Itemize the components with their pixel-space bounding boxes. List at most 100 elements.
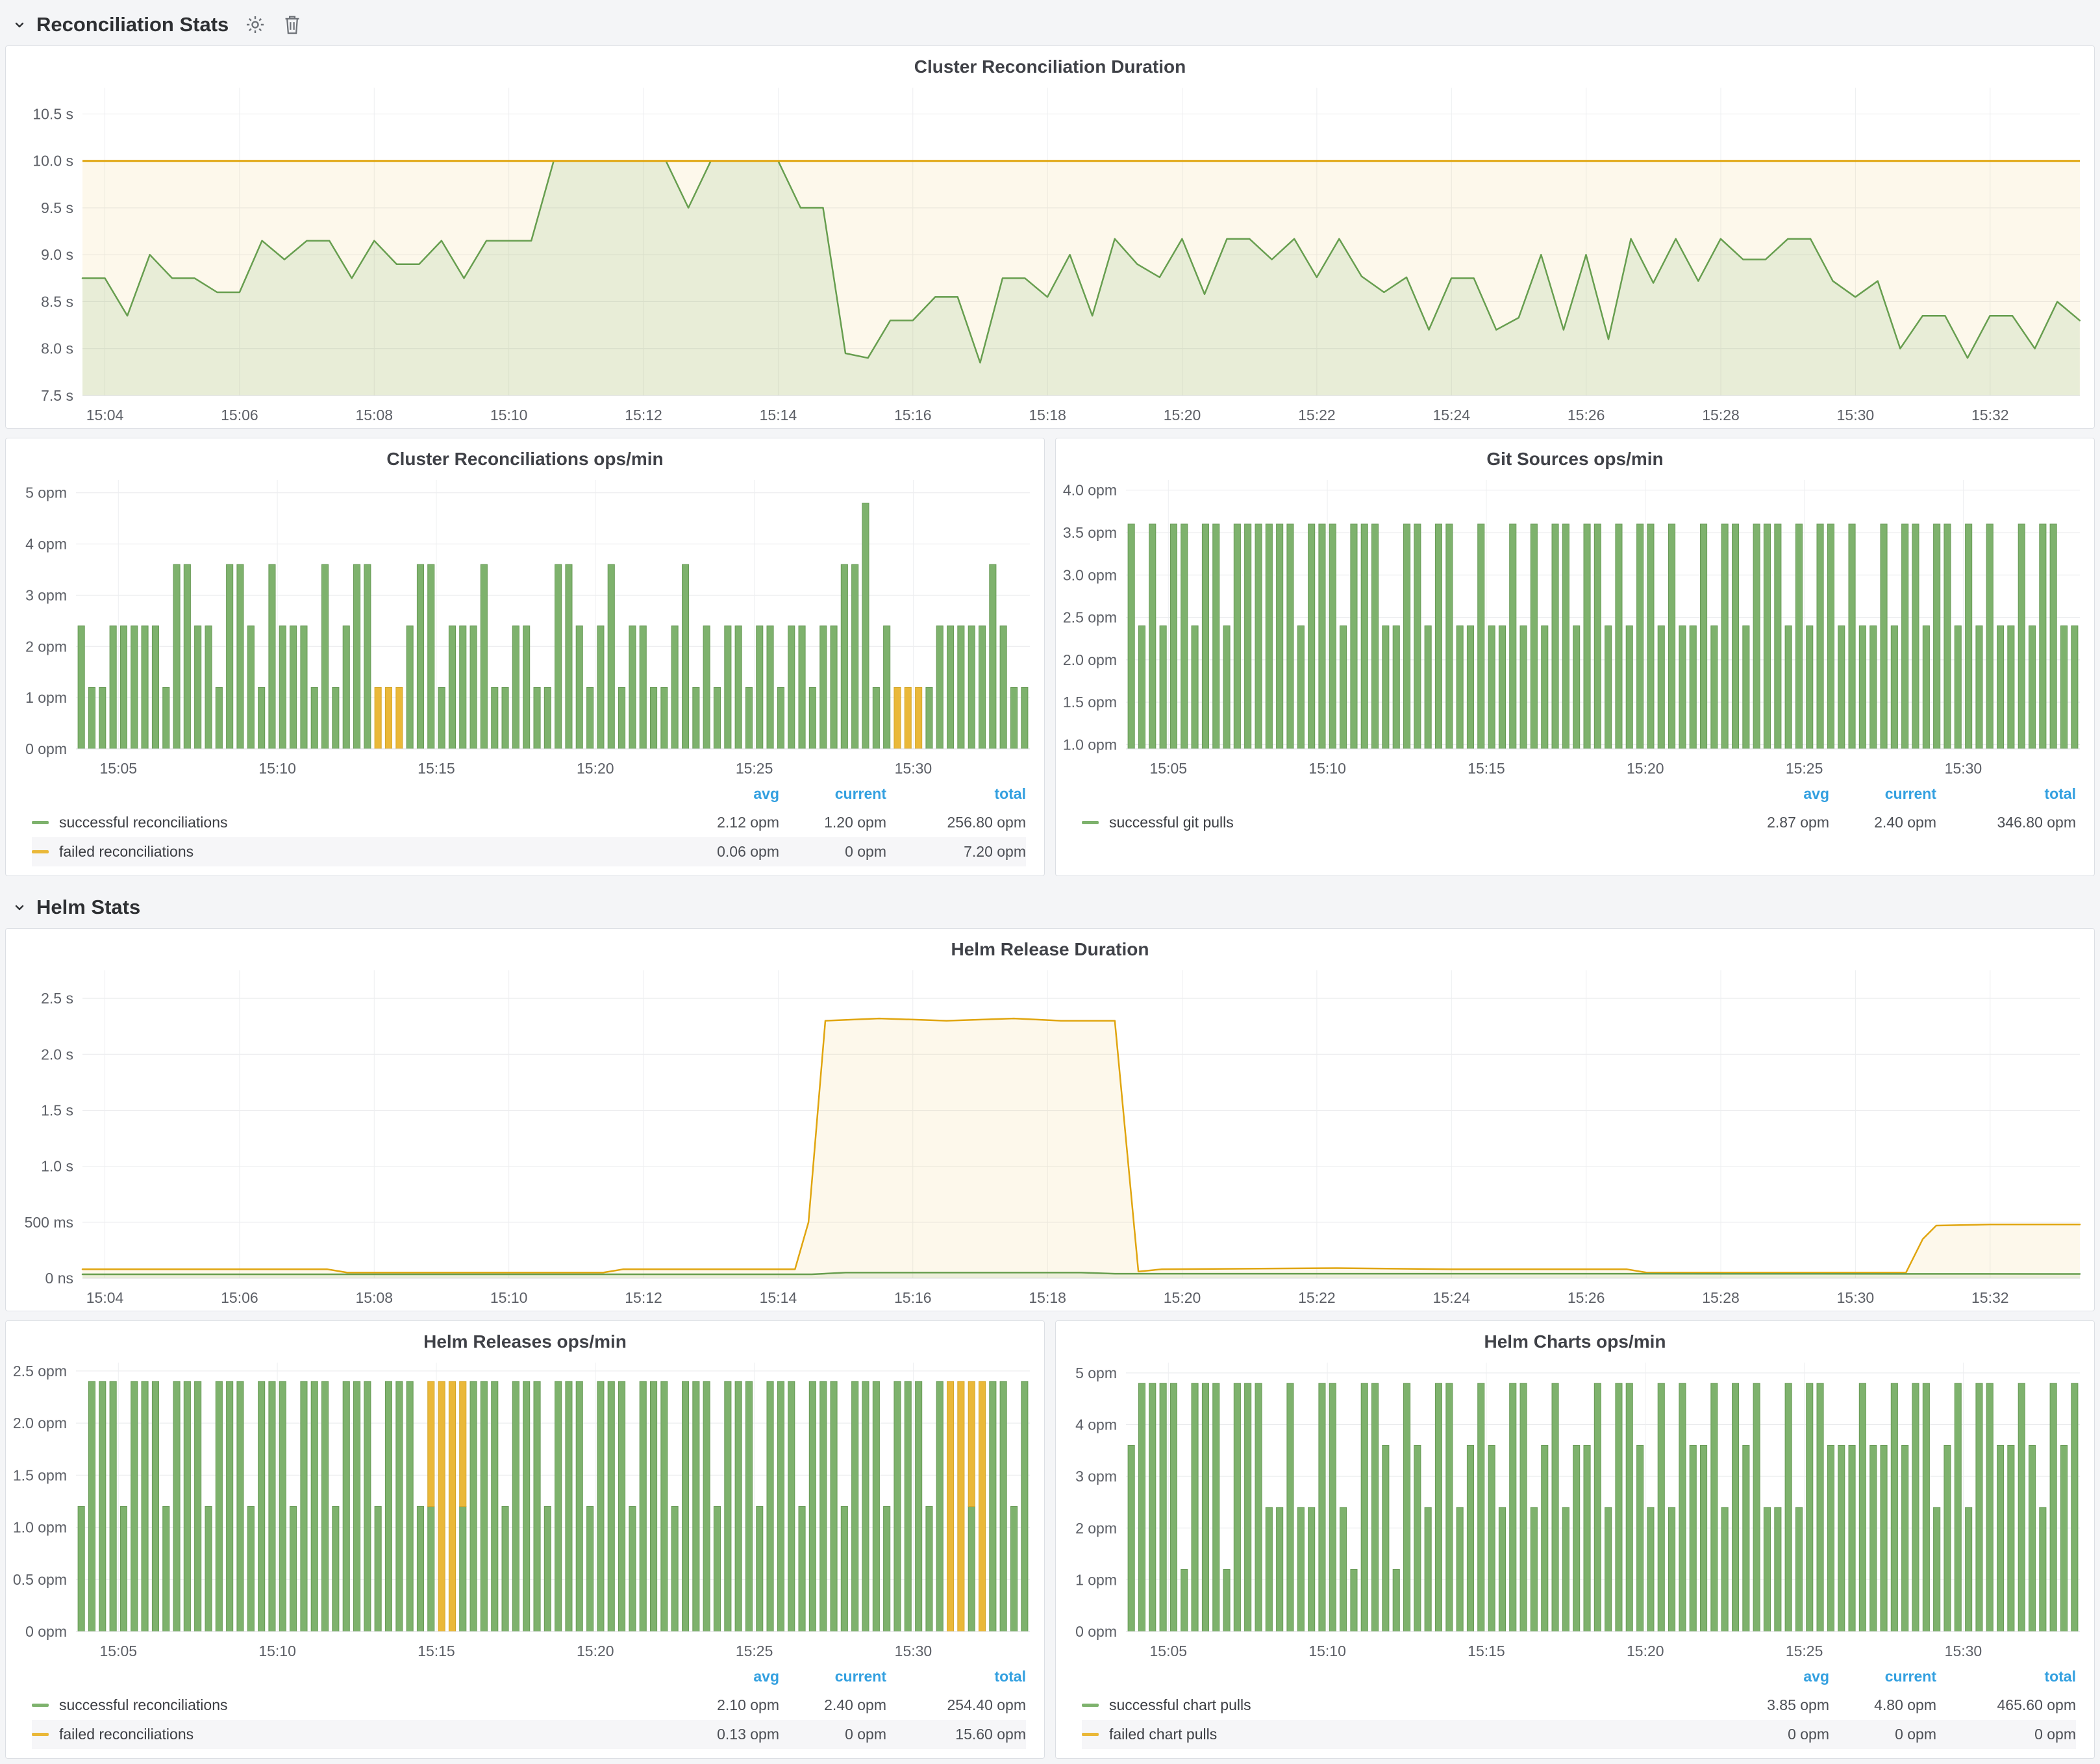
- svg-text:500 ms: 500 ms: [25, 1214, 73, 1231]
- legend-col-avg[interactable]: avg: [753, 1668, 779, 1685]
- svg-text:15:26: 15:26: [1568, 407, 1605, 423]
- helm-release-duration-chart[interactable]: 0 ns 500 ms 1.0 s 1.5 s 2.0 s 2.5 s 15:04 15:06…: [6, 961, 2092, 1311]
- panel-title[interactable]: Cluster Reconciliations ops/min: [386, 449, 664, 469]
- svg-text:15:22: 15:22: [1298, 407, 1336, 423]
- legend-helm-releases: avg current total successful reconciliation…: [6, 1664, 1044, 1758]
- svg-text:0 opm: 0 opm: [25, 740, 67, 757]
- series-label[interactable]: failed reconciliations: [59, 843, 194, 860]
- chevron-down-icon: [12, 900, 27, 915]
- svg-text:15:10: 15:10: [490, 1289, 528, 1306]
- svg-text:8.5 s: 8.5 s: [41, 293, 73, 310]
- legend-col-total[interactable]: total: [994, 1668, 1026, 1685]
- series-label[interactable]: successful reconciliations: [59, 814, 228, 831]
- svg-text:15:10: 15:10: [258, 760, 296, 777]
- panel-helm-releases-ops: Helm Releases ops/min 0 opm 0.5 opm 1.0 op…: [5, 1320, 1045, 1759]
- svg-text:15:08: 15:08: [355, 407, 393, 423]
- series-total: 0 opm: [2034, 1726, 2076, 1743]
- series-total: 256.80 opm: [947, 814, 1026, 831]
- legend-git-sources: avg current total successful git pulls 2.87 …: [1056, 781, 2094, 846]
- legend-col-total[interactable]: total: [2044, 785, 2076, 802]
- legend-helm-charts: avg current total successful chart pulls 3.8…: [1056, 1664, 2094, 1758]
- svg-text:1.0 opm: 1.0 opm: [13, 1519, 67, 1536]
- trash-icon[interactable]: [282, 14, 303, 36]
- series-total: 346.80 opm: [1997, 814, 2076, 831]
- series-label[interactable]: failed reconciliations: [59, 1726, 194, 1743]
- panel-title[interactable]: Helm Release Duration: [951, 939, 1149, 959]
- series-label[interactable]: successful git pulls: [1109, 814, 1234, 831]
- panel-title[interactable]: Helm Releases ops/min: [423, 1331, 627, 1352]
- series-color-dash: [32, 821, 49, 824]
- svg-text:15:12: 15:12: [625, 1289, 662, 1306]
- svg-text:0 opm: 0 opm: [25, 1623, 67, 1640]
- svg-text:15:32: 15:32: [1971, 407, 2009, 423]
- series-total: 15.60 opm: [955, 1726, 1026, 1743]
- series-avg: 3.85 opm: [1767, 1696, 1829, 1713]
- svg-text:15:06: 15:06: [221, 407, 258, 423]
- svg-text:2.5 opm: 2.5 opm: [13, 1363, 67, 1380]
- legend-col-total[interactable]: total: [2044, 1668, 2076, 1685]
- legend-col-avg[interactable]: avg: [1803, 785, 1829, 802]
- series-current: 0 opm: [845, 1726, 886, 1743]
- svg-text:15:30: 15:30: [1945, 1643, 1982, 1659]
- panel-git-sources-ops: Git Sources ops/min 1.0 opm 1.5 opm 2.0 op…: [1055, 438, 2095, 876]
- svg-text:2.5 opm: 2.5 opm: [1063, 609, 1117, 626]
- section-header-helm-stats[interactable]: Helm Stats: [5, 885, 2095, 928]
- svg-text:9.5 s: 9.5 s: [41, 199, 73, 216]
- svg-text:15:20: 15:20: [577, 760, 614, 777]
- legend-col-avg[interactable]: avg: [753, 785, 779, 802]
- helm-charts-ops-chart[interactable]: 0 opm 1 opm 2 opm 3 opm 4 opm 5 opm 15:05 15:10…: [1056, 1354, 2092, 1664]
- section-title: Helm Stats: [36, 896, 141, 918]
- legend-col-current[interactable]: current: [834, 785, 886, 802]
- legend-col-current[interactable]: current: [1884, 1668, 1936, 1685]
- svg-text:15:30: 15:30: [895, 760, 932, 777]
- svg-text:15:20: 15:20: [1164, 1289, 1201, 1306]
- panel-title[interactable]: Git Sources ops/min: [1486, 449, 1664, 469]
- legend-col-avg[interactable]: avg: [1803, 1668, 1829, 1685]
- row-helm-duration: Helm Release Duration 0 ns 500 ms 1.0 s 1.5…: [5, 928, 2095, 1311]
- series-label[interactable]: successful reconciliations: [59, 1696, 228, 1713]
- helm-releases-ops-chart[interactable]: 0 opm 0.5 opm 1.0 opm 1.5 opm 2.0 opm 2.5 opm…: [6, 1354, 1042, 1664]
- svg-text:15:25: 15:25: [736, 760, 773, 777]
- svg-text:7.5 s: 7.5 s: [41, 387, 73, 404]
- series-avg: 2.87 opm: [1767, 814, 1829, 831]
- svg-text:15:28: 15:28: [1702, 1289, 1740, 1306]
- svg-text:15:04: 15:04: [86, 1289, 124, 1306]
- svg-text:15:24: 15:24: [1433, 407, 1471, 423]
- section-title: Reconciliation Stats: [36, 13, 229, 36]
- series-color-dash: [1082, 821, 1099, 824]
- row-cluster-duration: Cluster Reconciliation Duration 7.5 s 8.0…: [5, 45, 2095, 429]
- svg-text:15:22: 15:22: [1298, 1289, 1336, 1306]
- legend-row: failed chart pulls 0 opm 0 opm 0 opm: [1082, 1720, 2076, 1749]
- legend-row: failed reconciliations 0.06 opm 0 opm 7.20 …: [32, 837, 1026, 866]
- svg-text:3 opm: 3 opm: [25, 586, 67, 603]
- section-header-reconciliation-stats[interactable]: Reconciliation Stats: [5, 3, 2095, 45]
- panel-helm-release-duration: Helm Release Duration 0 ns 500 ms 1.0 s 1.5…: [5, 928, 2095, 1311]
- svg-text:1.5 opm: 1.5 opm: [13, 1467, 67, 1483]
- panel-cluster-reconciliations-ops: Cluster Reconciliations ops/min 0 opm 1 o…: [5, 438, 1045, 876]
- legend-col-current[interactable]: current: [834, 1668, 886, 1685]
- series-label[interactable]: failed chart pulls: [1109, 1726, 1218, 1743]
- svg-text:15:14: 15:14: [760, 1289, 797, 1306]
- svg-text:15:06: 15:06: [221, 1289, 258, 1306]
- svg-text:15:30: 15:30: [1837, 1289, 1875, 1306]
- chevron-down-icon: [12, 17, 27, 32]
- gear-icon[interactable]: [244, 14, 266, 36]
- series-avg: 2.10 opm: [717, 1696, 779, 1713]
- cluster-reconciliation-duration-chart[interactable]: 7.5 s 8.0 s 8.5 s 9.0 s 9.5 s 10.0 s 10.5 s 15:…: [6, 79, 2092, 428]
- series-label[interactable]: successful chart pulls: [1109, 1696, 1251, 1713]
- svg-text:15:10: 15:10: [258, 1643, 296, 1659]
- series-current: 0 opm: [845, 843, 886, 860]
- panel-title[interactable]: Helm Charts ops/min: [1484, 1331, 1666, 1352]
- legend-col-total[interactable]: total: [994, 785, 1026, 802]
- svg-text:15:20: 15:20: [577, 1643, 614, 1659]
- panel-title[interactable]: Cluster Reconciliation Duration: [914, 57, 1186, 77]
- svg-text:15:20: 15:20: [1627, 760, 1664, 777]
- svg-text:15:05: 15:05: [99, 760, 137, 777]
- cluster-reconciliations-ops-chart[interactable]: 0 opm 1 opm 2 opm 3 opm 4 opm 5 opm 15:05 15:10…: [6, 471, 1042, 781]
- series-color-dash: [32, 1704, 49, 1707]
- git-sources-ops-chart[interactable]: 1.0 opm 1.5 opm 2.0 opm 2.5 opm 3.0 opm 3.5 o…: [1056, 471, 2092, 781]
- svg-text:2.0 opm: 2.0 opm: [13, 1415, 67, 1431]
- legend-col-current[interactable]: current: [1884, 785, 1936, 802]
- legend-row: successful reconciliations 2.12 opm 1.20 o…: [32, 808, 1026, 837]
